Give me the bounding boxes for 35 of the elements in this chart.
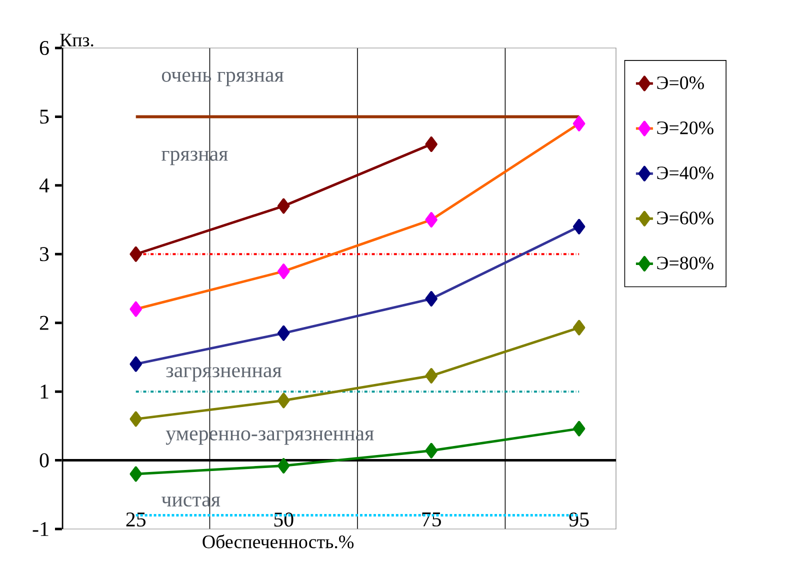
point [572,320,586,336]
y-tick-label: 5 [40,110,49,124]
legend-label: Э=80% [657,256,714,270]
point [572,420,586,436]
point [130,246,142,262]
point [425,136,438,152]
point [277,325,290,341]
point [425,212,438,228]
y-tick-label: 6 [40,40,49,56]
x-tick-label: 25 [126,512,146,527]
point [130,411,142,427]
point [572,116,586,132]
point [130,356,142,372]
point [130,466,142,482]
x-axis-title: Обеспеченность.% [202,534,354,548]
point [425,442,438,458]
legend-label: Э=0% [657,76,704,90]
y-tick-label: 2 [40,316,48,330]
point [572,218,586,234]
y-tick-label: 0 [40,453,49,468]
y-axis-title: Кпз. [60,34,94,46]
legend-label: Э=20% [657,121,714,134]
point [425,368,438,384]
point [425,291,438,307]
legend-label: Э=60% [657,212,714,224]
point [277,198,290,214]
y-tick-label: 3 [40,247,49,262]
point [277,458,290,474]
y-tick-label: 1 [40,384,48,398]
point [277,264,290,280]
y-tick-label: -1 [32,522,48,536]
y-tick-label: 4 [39,178,50,192]
point [130,301,142,317]
legend-label: Э=40% [657,166,714,180]
point [277,392,290,408]
